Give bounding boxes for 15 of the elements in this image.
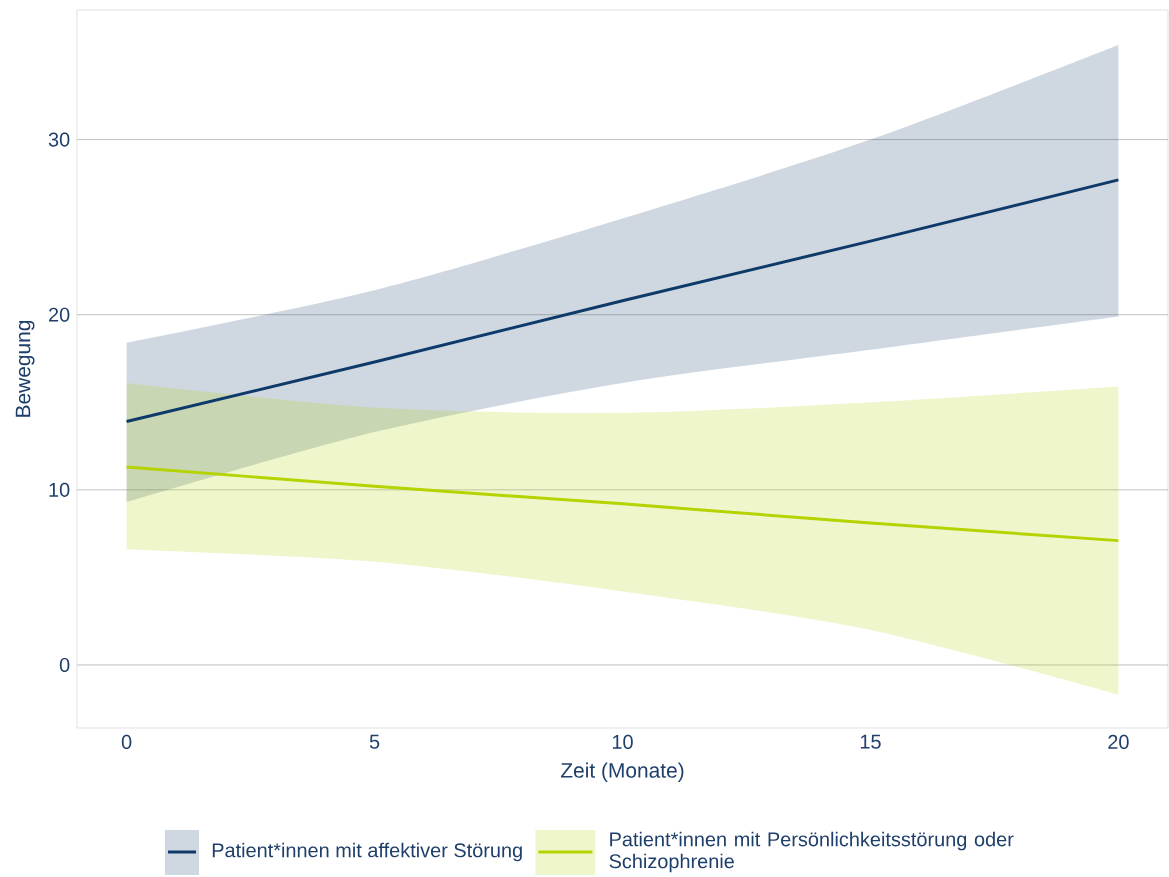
x-tick-label: 15 (860, 734, 881, 749)
legend-label: Patient*innen mit affektiver Störung (212, 842, 522, 862)
legend-label: Patient*innen mit Persönlichkeitsstörung oder Schizophrenie (609, 831, 1014, 873)
y-tick-label: 10 (49, 482, 70, 497)
x-tick-label: 5 (369, 734, 380, 749)
line-series (125, 465, 1120, 543)
line-series (125, 178, 1120, 424)
y-tick-label: 30 (48, 132, 70, 147)
x-tick-label: 0 (121, 734, 132, 749)
y-tick-label: 20 (49, 307, 70, 322)
x-axis-title: Zeit (Monate) (560, 762, 684, 782)
y-axis-title: Bewegung (15, 320, 35, 417)
y-tick-label: 0 (59, 657, 70, 673)
x-tick-label: 10 (612, 734, 633, 749)
x-tick-label: 20 (1108, 734, 1129, 749)
